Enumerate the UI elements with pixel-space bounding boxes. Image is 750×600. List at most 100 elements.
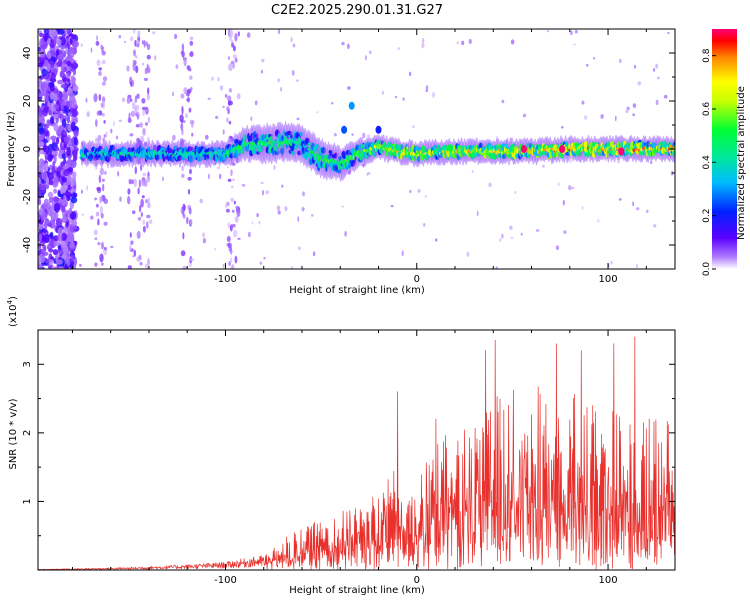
speck-cell [663, 94, 668, 99]
noise-column-cell [234, 216, 239, 223]
noise-column-cell [226, 236, 231, 242]
noise-cell [57, 189, 61, 197]
noise-column-cell [97, 242, 101, 246]
noise-column-cell [104, 170, 107, 175]
noise-cell [62, 91, 68, 102]
speck-cell [250, 116, 253, 122]
speck-cell [535, 229, 540, 232]
noise-column-cell [130, 98, 133, 102]
ridge-cell [672, 150, 675, 157]
speck-cell [182, 213, 186, 219]
noise-column-cell [180, 250, 186, 257]
snr-series-line [38, 336, 675, 570]
noise-column-cell [237, 31, 240, 37]
noise-cell [47, 37, 51, 45]
noise-column-cell [231, 42, 235, 48]
speck-cell [90, 47, 93, 53]
noise-column-cell [140, 212, 143, 217]
noise-column-cell [105, 131, 108, 138]
speck-cell [311, 214, 314, 217]
noise-cell [53, 188, 57, 194]
speck-cell [290, 266, 294, 269]
speck-cell [615, 115, 617, 122]
noise-column-cell [191, 132, 194, 137]
noise-column-cell [142, 109, 146, 117]
noise-column-cell [228, 88, 233, 93]
noise-cell [38, 93, 44, 98]
speck-cell [312, 251, 316, 257]
noise-cell [67, 156, 72, 167]
noise-column-cell [233, 200, 236, 205]
speck-cell [646, 209, 649, 213]
speck-cell [421, 42, 425, 49]
colorbar-tick-label: 0.2 [702, 209, 712, 223]
noise-cell [72, 84, 79, 92]
noise-column-cell [129, 232, 132, 238]
noise-column-cell [226, 201, 230, 207]
noise-column-cell [137, 111, 139, 116]
speck-cell [175, 64, 179, 69]
speck-cell [435, 238, 438, 242]
speck-cell [174, 33, 178, 40]
noise-column-cell [101, 81, 106, 86]
noise-cell [65, 110, 69, 116]
speck-cell [110, 128, 113, 134]
noise-cell [66, 175, 71, 186]
speck-cell [574, 30, 578, 34]
speck-cell [461, 40, 465, 46]
speck-cell [557, 182, 560, 187]
noise-cell [43, 181, 46, 192]
noise-cell [57, 54, 64, 59]
speck-cell [655, 63, 658, 69]
speck-cell [636, 207, 640, 211]
speck-cell [124, 40, 126, 44]
noise-cell [50, 72, 56, 82]
speck-cell [547, 30, 549, 33]
noise-column-cell [103, 221, 108, 226]
noise-column-cell [189, 51, 194, 57]
speck-cell [80, 43, 83, 47]
noise-column-cell [147, 197, 150, 205]
speck-cell [280, 87, 283, 92]
noise-column-cell [141, 195, 145, 199]
noise-cell [43, 143, 47, 153]
speck-cell [423, 223, 426, 227]
noise-column-cell [134, 166, 137, 175]
noise-cell [46, 119, 50, 129]
speck-cell [215, 115, 219, 119]
noise-column-cell [103, 134, 106, 138]
speck-cell [381, 90, 384, 96]
noise-cell [60, 102, 64, 111]
noise-cell [63, 66, 67, 73]
noise-column-cell [103, 120, 106, 124]
noise-cell [73, 129, 79, 137]
speck-cell [291, 69, 295, 76]
speck-cell [501, 233, 504, 239]
noise-cell [50, 204, 55, 212]
noise-column-cell [138, 254, 142, 261]
noise-column-cell [183, 87, 188, 95]
speck-cell [94, 237, 98, 240]
noise-column-cell [230, 169, 233, 177]
noise-column-cell [95, 211, 100, 217]
noise-column-cell [134, 55, 138, 59]
speck-cell [85, 97, 88, 103]
speck-cell [185, 113, 188, 119]
speck-cell [110, 245, 114, 249]
noise-cell [65, 47, 69, 54]
noise-column-cell [227, 109, 230, 115]
noise-column-cell [227, 95, 232, 102]
snr-xtick-label: -100 [214, 575, 237, 586]
noise-cell [43, 138, 48, 144]
noise-column-cell [130, 110, 136, 117]
ridge-feature [341, 125, 348, 134]
noise-cell [73, 136, 78, 146]
noise-column-cell [231, 263, 235, 269]
spectrogram-xlabel: Height of straight line (km) [289, 285, 425, 296]
noise-cell [63, 108, 71, 113]
noise-cell [49, 92, 56, 100]
speck-cell [265, 190, 270, 195]
noise-cell [58, 113, 64, 119]
noise-column-cell [182, 232, 185, 240]
noise-column-cell [98, 94, 102, 101]
